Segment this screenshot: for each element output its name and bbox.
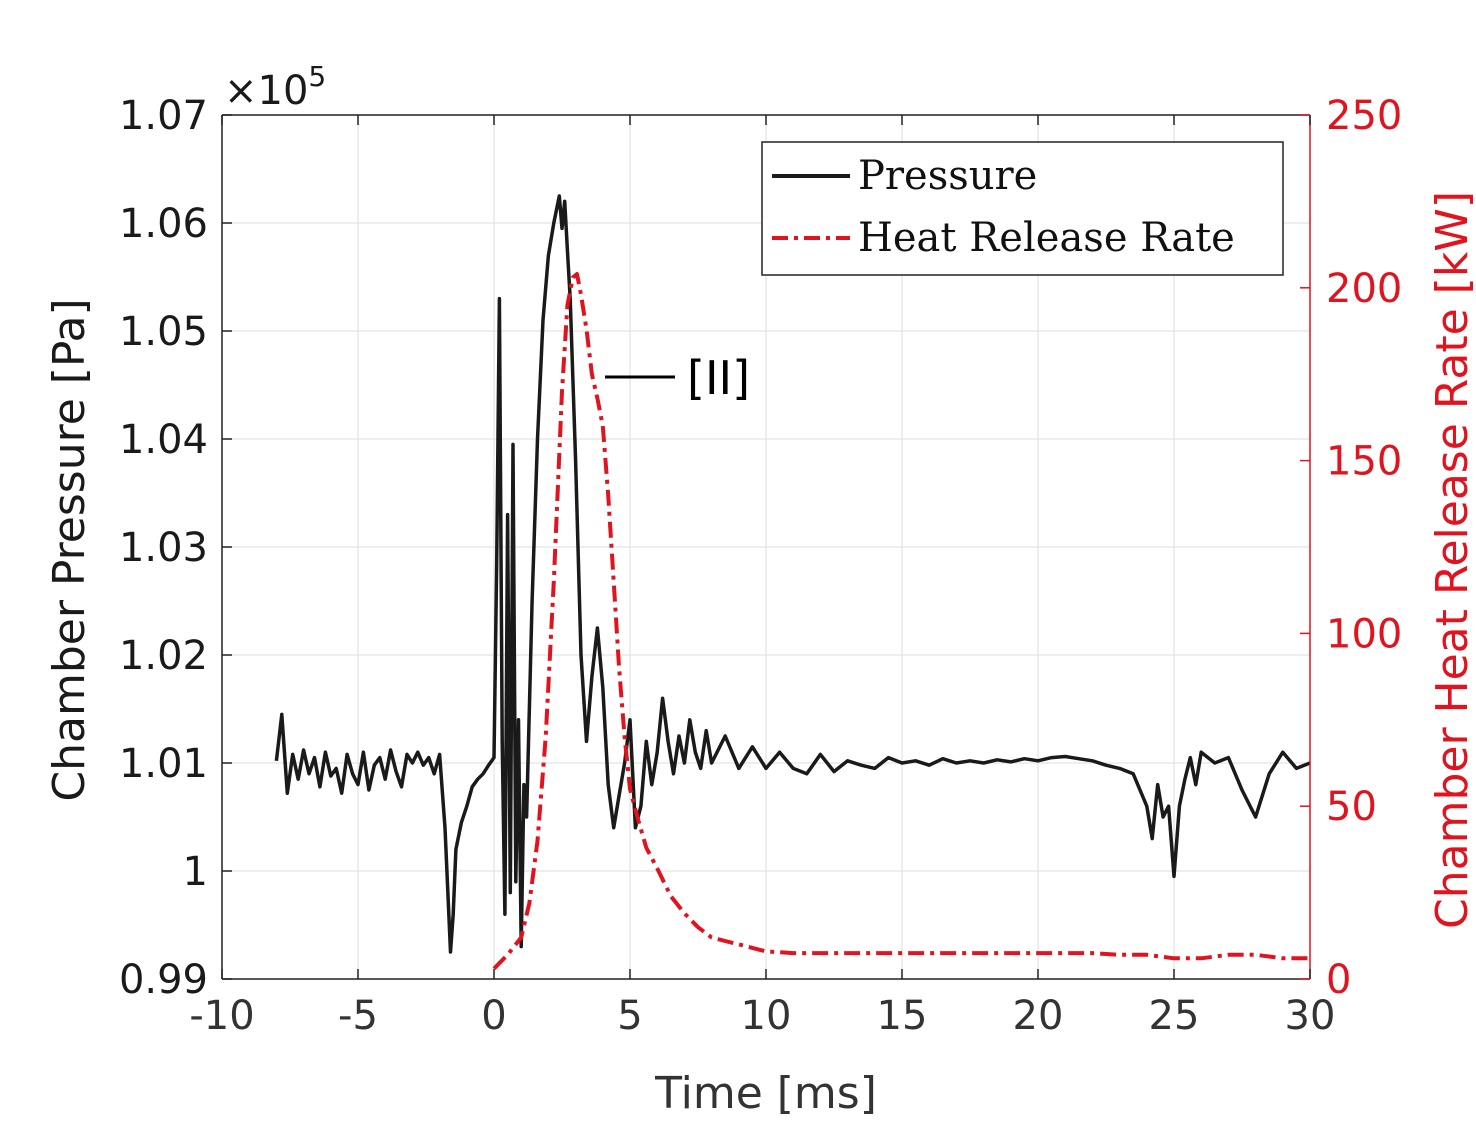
x-axis-title: Time [ms] (654, 1068, 877, 1119)
x-tick-label: 10 (741, 993, 792, 1039)
y-left-tick-label: 1.02 (119, 633, 208, 679)
y-exponent-label: ×105 (224, 60, 326, 114)
y-left-tick-label: 0.99 (119, 957, 208, 1003)
y-left-tick-label: 1.03 (119, 525, 208, 571)
legend-pressure-label: Pressure (858, 153, 1037, 199)
y-left-tick-label: 1.01 (119, 741, 208, 787)
x-tick-label: -5 (338, 993, 378, 1039)
y-exponent-base: ×10 (224, 68, 308, 114)
x-tick-label: 5 (617, 993, 642, 1039)
y-left-tick-label: 1.07 (119, 93, 208, 139)
x-tick-label: 25 (1149, 993, 1200, 1039)
left-axis-title: Chamber Pressure [Pa] (44, 298, 95, 801)
y-left-tick-label: 1 (183, 849, 208, 895)
y-right-tick-label: 200 (1326, 266, 1402, 312)
right-axis-title: Chamber Heat Release Rate [kW] (1427, 191, 1476, 929)
legend: Pressure Heat Release Rate (761, 141, 1284, 276)
legend-box (761, 141, 1284, 276)
legend-hrr-label: Heat Release Rate (858, 215, 1235, 261)
y-left-tick-label: 1.05 (119, 309, 208, 355)
y-right-tick-label: 150 (1326, 439, 1402, 485)
ticks: -10 -5 0 5 10 15 20 25 30 0.99 1 1.01 1.02 1.03 1.04 1.… (119, 93, 1402, 1039)
y-left-tick-label: 1.04 (119, 417, 208, 463)
hrr-series-line (492, 272, 1310, 971)
y-right-tick-label: 100 (1326, 611, 1402, 657)
annotation: [II] (605, 351, 750, 405)
pressure-series-line (274, 194, 1311, 954)
y-right-tick-label: 0 (1326, 957, 1351, 1003)
x-tick-label: 0 (481, 993, 506, 1039)
y-right-tick-label: 50 (1326, 784, 1377, 830)
x-tick-label: 30 (1285, 993, 1336, 1039)
y-exponent-power: 5 (308, 60, 326, 93)
x-tick-label: 20 (1013, 993, 1064, 1039)
x-tick-label: -10 (189, 993, 254, 1039)
y-left-tick-label: 1.06 (119, 201, 208, 247)
series-layer (274, 194, 1311, 971)
annotation-label: [II] (687, 351, 750, 405)
y-right-tick-label: 250 (1326, 93, 1402, 139)
x-tick-label: 15 (877, 993, 928, 1039)
